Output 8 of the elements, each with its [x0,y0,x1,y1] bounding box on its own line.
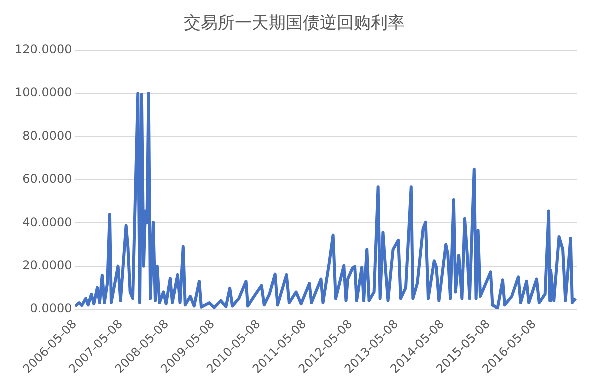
y-tick-label: 60.0000 [22,172,72,186]
y-tick-label: 40.0000 [22,215,72,230]
y-tick-label: 0.0000 [30,302,72,316]
y-tick-label: 80.0000 [22,128,72,143]
chart-title: 交易所一天期国债逆回购利率 [184,14,405,34]
y-tick-label: 120.0000 [14,42,72,57]
y-tick-label: 100.0000 [14,86,72,100]
y-tick-label: 20.0000 [22,258,72,272]
